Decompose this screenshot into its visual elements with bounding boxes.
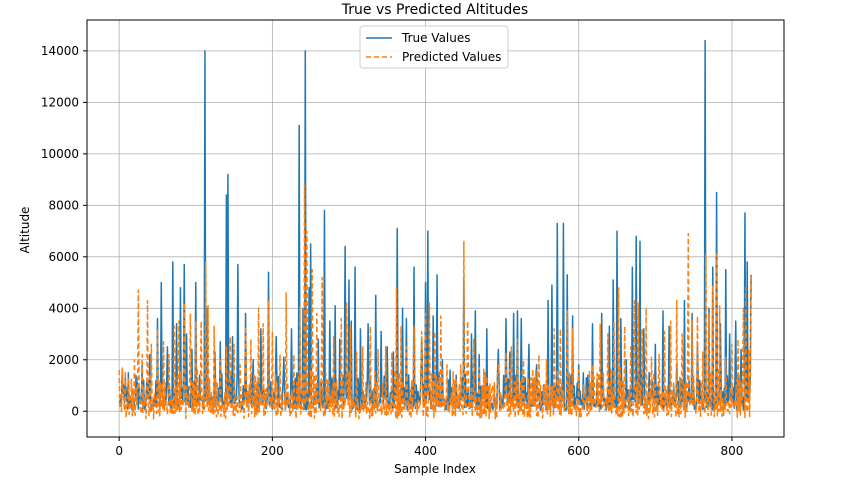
- x-tick-label: 800: [720, 444, 743, 458]
- chart-title: True vs Predicted Altitudes: [341, 2, 528, 18]
- y-tick-label: 10000: [41, 147, 79, 161]
- y-tick-label: 12000: [41, 95, 79, 109]
- x-axis-label: Sample Index: [394, 462, 476, 476]
- y-axis-label: Altitude: [18, 207, 32, 254]
- x-tick-label: 600: [567, 444, 590, 458]
- grid-lines: [87, 20, 784, 437]
- y-tick-label: 14000: [41, 44, 79, 58]
- legend-label-predicted-values: Predicted Values: [402, 50, 501, 64]
- x-tick-label: 0: [115, 444, 123, 458]
- x-tick-label: 200: [261, 444, 284, 458]
- x-tick-label: 400: [414, 444, 437, 458]
- y-axis: 0 2000 4000 6000 8000 10000 12000 14000: [41, 44, 87, 418]
- y-tick-label: 2000: [48, 353, 79, 367]
- y-tick-label: 4000: [48, 301, 79, 315]
- y-tick-label: 0: [71, 404, 79, 418]
- x-axis: 0 200 400 600 800: [115, 437, 743, 458]
- y-tick-label: 6000: [48, 250, 79, 264]
- series-line-predicted-values: [118, 183, 752, 420]
- plot-frame: [86, 19, 785, 438]
- legend-label-true-values: True Values: [401, 31, 471, 45]
- legend-box: [359, 25, 509, 69]
- series-lines: [118, 39, 752, 420]
- legend: True Values Predicted Values: [359, 25, 509, 69]
- y-tick-label: 8000: [48, 198, 79, 212]
